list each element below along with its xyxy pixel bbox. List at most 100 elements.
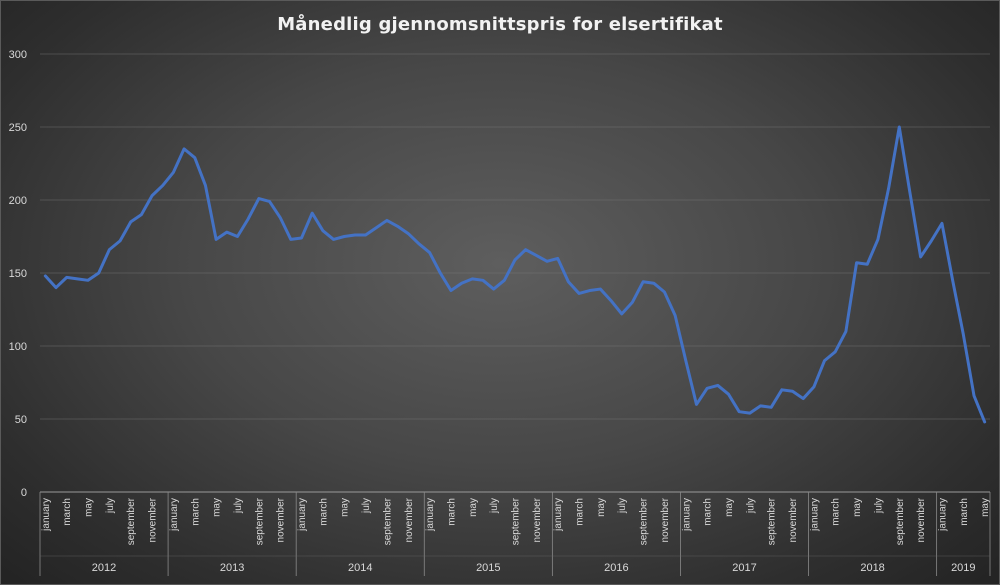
x-tick-label: january xyxy=(681,498,692,532)
y-tick-label: 50 xyxy=(15,414,27,426)
data-point xyxy=(834,351,836,353)
data-point xyxy=(65,276,67,278)
x-tick-label: may xyxy=(212,498,223,517)
y-axis: 0 50 100 150 200 250 300 xyxy=(9,49,27,499)
x-tick-label: may xyxy=(980,498,991,517)
x-tick-label: november xyxy=(660,497,671,542)
chart-title: Månedlig gjennomsnittspris for elsertifi… xyxy=(277,14,723,35)
y-tick-label: 200 xyxy=(9,195,27,207)
data-point xyxy=(791,390,793,392)
series-line xyxy=(43,125,987,424)
x-tick-label: may xyxy=(724,498,735,517)
data-point xyxy=(151,194,153,196)
data-point xyxy=(322,229,324,231)
x-tick-label: may xyxy=(340,498,351,517)
x-tick-label: september xyxy=(126,497,137,545)
x-tick-label: january xyxy=(809,498,820,532)
data-point xyxy=(76,278,78,280)
year-label: 2015 xyxy=(476,562,500,574)
x-tick-label: march xyxy=(318,498,329,526)
data-point xyxy=(460,282,462,284)
data-point xyxy=(332,238,334,240)
data-point xyxy=(364,234,366,236)
data-point xyxy=(855,262,857,264)
data-point xyxy=(663,291,665,293)
data-point xyxy=(759,405,761,407)
data-point xyxy=(130,221,132,223)
data-point xyxy=(247,218,249,220)
x-tick-label: september xyxy=(254,497,265,545)
x-tick-label: july xyxy=(233,498,244,514)
x-tick-label: september xyxy=(639,497,650,545)
data-point xyxy=(653,282,655,284)
data-point xyxy=(172,171,174,173)
data-point xyxy=(311,212,313,214)
x-tick-label: may xyxy=(596,498,607,517)
x-tick-label: july xyxy=(873,498,884,514)
data-point xyxy=(727,393,729,395)
year-label: 2019 xyxy=(951,562,975,574)
data-point xyxy=(140,213,142,215)
data-point xyxy=(514,259,516,261)
x-tick-label: march xyxy=(62,498,73,526)
data-point xyxy=(450,289,452,291)
data-point xyxy=(44,275,46,277)
year-label: 2014 xyxy=(348,562,372,574)
x-tick-label: january xyxy=(425,498,436,532)
data-point xyxy=(887,187,889,189)
gridlines xyxy=(40,53,990,493)
data-point xyxy=(749,412,751,414)
x-tick-label: september xyxy=(382,497,393,545)
data-point xyxy=(119,240,121,242)
x-tick-label: november xyxy=(916,497,927,542)
data-point xyxy=(845,330,847,332)
data-point xyxy=(55,286,57,288)
data-point xyxy=(418,243,420,245)
x-tick-label: november xyxy=(532,497,543,542)
data-point xyxy=(482,279,484,281)
data-point xyxy=(279,216,281,218)
data-point xyxy=(87,279,89,281)
data-point xyxy=(621,313,623,315)
x-tick-label: january xyxy=(169,498,180,532)
x-tick-label: january xyxy=(937,498,948,532)
data-point xyxy=(162,184,164,186)
x-axis: january march may july september november2012… xyxy=(39,491,991,576)
x-tick-label: july xyxy=(489,498,500,514)
data-point xyxy=(98,272,100,274)
x-tick-label: september xyxy=(895,497,906,545)
data-point xyxy=(909,192,911,194)
data-point xyxy=(236,235,238,237)
x-tick-label: november xyxy=(404,497,415,542)
x-tick-label: november xyxy=(148,497,159,542)
year-label: 2012 xyxy=(92,562,116,574)
data-point xyxy=(695,403,697,405)
data-point xyxy=(802,397,804,399)
x-tick-label: may xyxy=(852,498,863,517)
data-point xyxy=(866,263,868,265)
data-point xyxy=(610,300,612,302)
data-point xyxy=(599,288,601,290)
data-point xyxy=(738,411,740,413)
year-label: 2016 xyxy=(604,562,628,574)
data-point xyxy=(941,222,943,224)
y-tick-label: 150 xyxy=(9,268,27,280)
x-tick-label: july xyxy=(617,498,628,514)
y-tick-label: 300 xyxy=(9,49,27,61)
data-point xyxy=(407,232,409,234)
data-point xyxy=(919,256,921,258)
data-point xyxy=(567,281,569,283)
data-point xyxy=(578,292,580,294)
data-point xyxy=(439,272,441,274)
data-point xyxy=(492,288,494,290)
x-tick-label: january xyxy=(297,498,308,532)
plot-area xyxy=(43,125,987,424)
x-tick-label: september xyxy=(767,497,778,545)
data-point xyxy=(226,231,228,233)
data-point xyxy=(183,148,185,150)
data-point xyxy=(194,156,196,158)
data-point xyxy=(343,235,345,237)
x-tick-label: march xyxy=(959,498,970,526)
data-point xyxy=(706,387,708,389)
